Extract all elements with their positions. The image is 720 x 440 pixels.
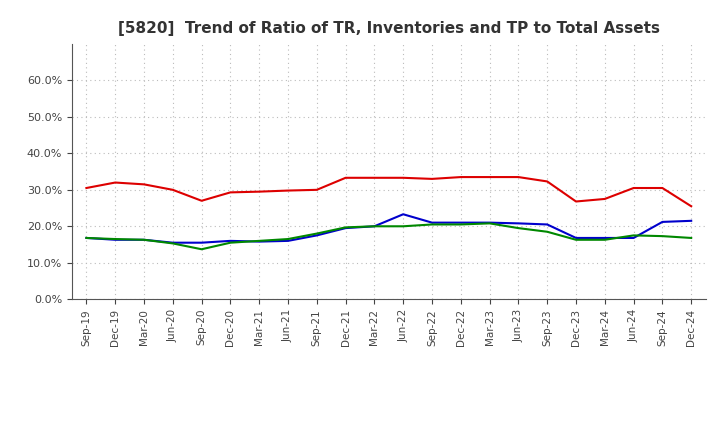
Trade Receivables [226,190,235,195]
Inventories [168,240,177,246]
Trade Receivables [312,187,321,192]
Trade Payables [658,234,667,239]
Title: [5820]  Trend of Ratio of TR, Inventories and TP to Total Assets: [5820] Trend of Ratio of TR, Inventories… [118,21,660,36]
Inventories [572,235,580,241]
Trade Payables [428,222,436,227]
Trade Payables [341,225,350,230]
Inventories [485,220,494,225]
Inventories [140,237,148,242]
Trade Payables [312,231,321,236]
Inventories [341,225,350,231]
Inventories [399,212,408,217]
Trade Payables [399,224,408,229]
Trade Payables [197,246,206,252]
Trade Payables [600,237,609,242]
Trade Receivables [687,204,696,209]
Trade Payables [572,237,580,242]
Line: Inventories: Inventories [86,214,691,243]
Trade Receivables [370,175,379,180]
Inventories [600,235,609,241]
Trade Payables [226,240,235,246]
Trade Payables [485,221,494,226]
Trade Receivables [111,180,120,185]
Trade Payables [370,224,379,229]
Trade Payables [140,237,148,242]
Inventories [687,218,696,224]
Trade Payables [543,229,552,235]
Trade Payables [687,235,696,241]
Trade Receivables [485,174,494,180]
Trade Receivables [341,175,350,180]
Trade Receivables [456,174,465,180]
Legend: Trade Receivables, Inventories, Trade Payables: Trade Receivables, Inventories, Trade Pa… [158,438,619,440]
Trade Receivables [543,179,552,184]
Inventories [197,240,206,246]
Inventories [226,238,235,243]
Trade Receivables [140,182,148,187]
Trade Payables [111,236,120,242]
Inventories [312,233,321,238]
Trade Receivables [600,196,609,202]
Inventories [111,237,120,242]
Trade Receivables [428,176,436,182]
Trade Receivables [168,187,177,192]
Inventories [514,221,523,226]
Trade Payables [255,238,264,243]
Inventories [284,238,292,243]
Trade Payables [629,233,638,238]
Trade Receivables [658,185,667,191]
Trade Payables [514,225,523,231]
Inventories [543,222,552,227]
Inventories [658,219,667,224]
Trade Receivables [197,198,206,203]
Inventories [629,235,638,241]
Trade Receivables [255,189,264,194]
Trade Receivables [284,188,292,193]
Inventories [456,220,465,225]
Trade Receivables [514,174,523,180]
Trade Payables [168,241,177,246]
Line: Trade Payables: Trade Payables [86,224,691,249]
Trade Receivables [399,175,408,180]
Inventories [428,220,436,225]
Inventories [255,239,264,244]
Trade Receivables [629,185,638,191]
Trade Payables [284,236,292,242]
Trade Payables [82,235,91,241]
Inventories [370,224,379,229]
Inventories [82,235,91,241]
Trade Payables [456,222,465,227]
Line: Trade Receivables: Trade Receivables [86,177,691,206]
Trade Receivables [572,199,580,204]
Trade Receivables [82,185,91,191]
